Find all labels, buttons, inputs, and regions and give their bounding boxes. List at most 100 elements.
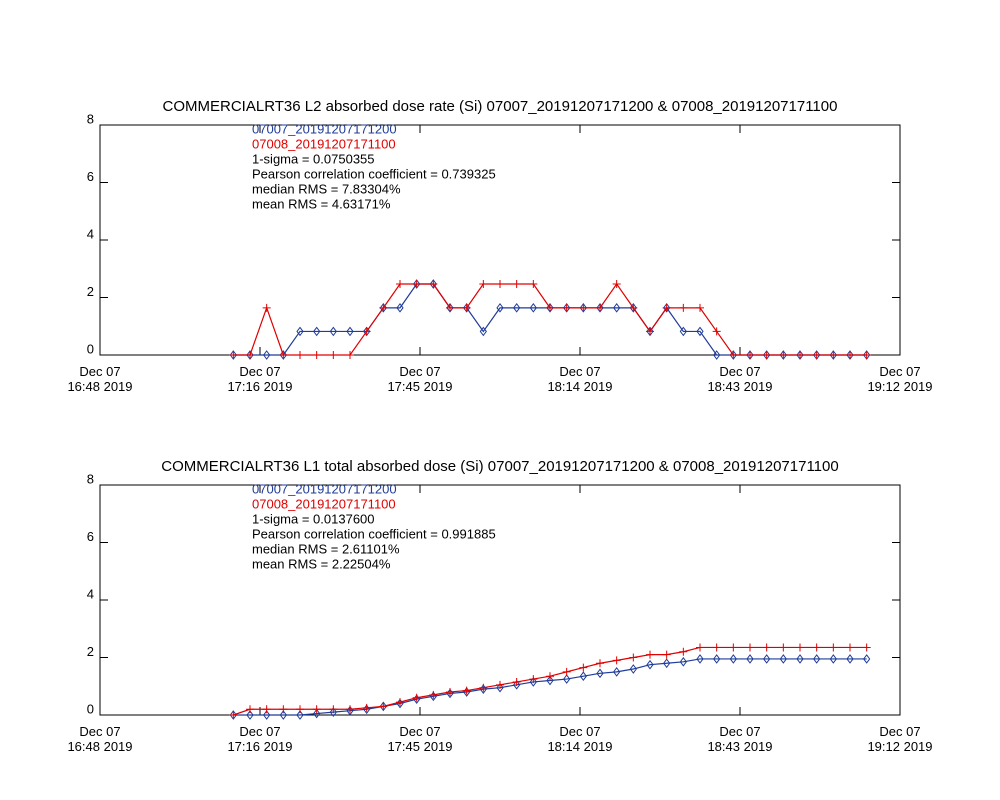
marker bbox=[379, 303, 388, 312]
legend-entry: 07007_20191207171200 bbox=[252, 121, 397, 136]
marker bbox=[446, 688, 454, 696]
marker bbox=[713, 350, 721, 360]
marker bbox=[346, 326, 354, 337]
y-tick-label: 0 bbox=[87, 701, 94, 716]
y-tick-label: 4 bbox=[87, 586, 94, 601]
x-tick-label: Dec 07 19:12 2019 bbox=[867, 364, 933, 394]
marker bbox=[746, 351, 754, 359]
marker bbox=[663, 658, 671, 669]
x-tick-label: Dec 07 17:16 2019 bbox=[227, 364, 293, 394]
marker bbox=[246, 710, 254, 720]
x-tick-label: Dec 07 17:45 2019 bbox=[387, 724, 453, 754]
marker bbox=[796, 351, 804, 359]
annotation: median RMS = 7.83304% bbox=[252, 181, 401, 196]
marker bbox=[246, 705, 254, 714]
marker bbox=[829, 643, 838, 652]
marker bbox=[396, 303, 404, 313]
marker bbox=[862, 351, 871, 359]
marker bbox=[629, 664, 637, 674]
marker bbox=[679, 326, 687, 337]
marker bbox=[446, 303, 454, 312]
marker bbox=[263, 350, 271, 360]
x-tick-label: Dec 07 18:14 2019 bbox=[547, 364, 613, 394]
marker bbox=[362, 703, 371, 712]
marker bbox=[346, 351, 354, 359]
marker bbox=[846, 643, 854, 652]
marker bbox=[662, 650, 671, 659]
marker bbox=[579, 303, 588, 312]
marker bbox=[579, 671, 587, 682]
marker bbox=[746, 654, 754, 664]
x-tick-label: Dec 07 16:48 2019 bbox=[67, 364, 133, 394]
marker bbox=[629, 303, 638, 312]
y-tick-label: 4 bbox=[87, 226, 94, 241]
marker bbox=[496, 682, 504, 693]
marker bbox=[496, 303, 504, 313]
marker bbox=[312, 705, 321, 714]
annotation: median RMS = 2.61101% bbox=[252, 541, 400, 556]
marker bbox=[712, 327, 721, 336]
marker bbox=[262, 303, 271, 312]
marker bbox=[779, 654, 787, 664]
marker bbox=[613, 303, 621, 313]
x-tick-label: Dec 07 17:16 2019 bbox=[227, 724, 293, 754]
marker bbox=[796, 654, 804, 664]
marker bbox=[596, 303, 604, 312]
marker bbox=[796, 643, 804, 652]
marker bbox=[296, 710, 304, 720]
marker bbox=[529, 677, 537, 687]
marker bbox=[479, 326, 487, 337]
x-tick-label: Dec 07 18:43 2019 bbox=[707, 364, 773, 394]
marker bbox=[746, 643, 754, 652]
series-line bbox=[233, 646, 867, 716]
marker bbox=[412, 279, 421, 288]
marker bbox=[479, 683, 488, 692]
marker bbox=[596, 659, 604, 668]
marker bbox=[546, 672, 554, 681]
marker bbox=[313, 326, 321, 337]
marker bbox=[696, 643, 704, 652]
marker bbox=[679, 303, 688, 312]
annotation: Pearson correlation coefficient = 0.7393… bbox=[252, 166, 496, 181]
marker bbox=[479, 279, 488, 288]
marker bbox=[713, 654, 721, 664]
annotation: mean RMS = 4.63171% bbox=[252, 196, 391, 211]
marker bbox=[546, 303, 554, 312]
marker bbox=[646, 327, 654, 336]
marker bbox=[562, 667, 571, 676]
marker bbox=[729, 351, 738, 359]
marker bbox=[863, 654, 871, 664]
marker bbox=[829, 351, 838, 359]
x-tick-label: Dec 07 18:43 2019 bbox=[707, 724, 773, 754]
marker bbox=[646, 650, 654, 659]
marker bbox=[696, 654, 704, 664]
marker bbox=[613, 667, 621, 677]
annotation: 1-sigma = 0.0137600 bbox=[252, 511, 375, 526]
marker bbox=[279, 710, 287, 720]
y-tick-label: 8 bbox=[87, 471, 94, 486]
marker bbox=[629, 653, 638, 662]
marker bbox=[412, 693, 421, 702]
marker bbox=[812, 351, 821, 359]
marker bbox=[296, 326, 304, 337]
y-tick-label: 8 bbox=[87, 111, 94, 126]
marker bbox=[379, 702, 388, 711]
marker bbox=[729, 654, 737, 664]
marker bbox=[329, 707, 337, 717]
marker bbox=[296, 351, 304, 359]
annotation: mean RMS = 2.22504% bbox=[252, 556, 391, 571]
marker bbox=[246, 351, 254, 359]
marker bbox=[296, 705, 304, 714]
marker bbox=[346, 705, 354, 714]
legend-entry: 07007_20191207171200 bbox=[252, 481, 397, 496]
y-tick-label: 2 bbox=[87, 644, 94, 659]
marker bbox=[612, 656, 621, 665]
marker bbox=[313, 708, 321, 719]
x-tick-label: Dec 07 18:14 2019 bbox=[547, 724, 613, 754]
chart-title: COMMERCIALRT36 L2 absorbed dose rate (Si… bbox=[163, 98, 838, 115]
marker bbox=[762, 351, 771, 359]
marker bbox=[546, 675, 554, 686]
y-tick-label: 0 bbox=[87, 341, 94, 356]
